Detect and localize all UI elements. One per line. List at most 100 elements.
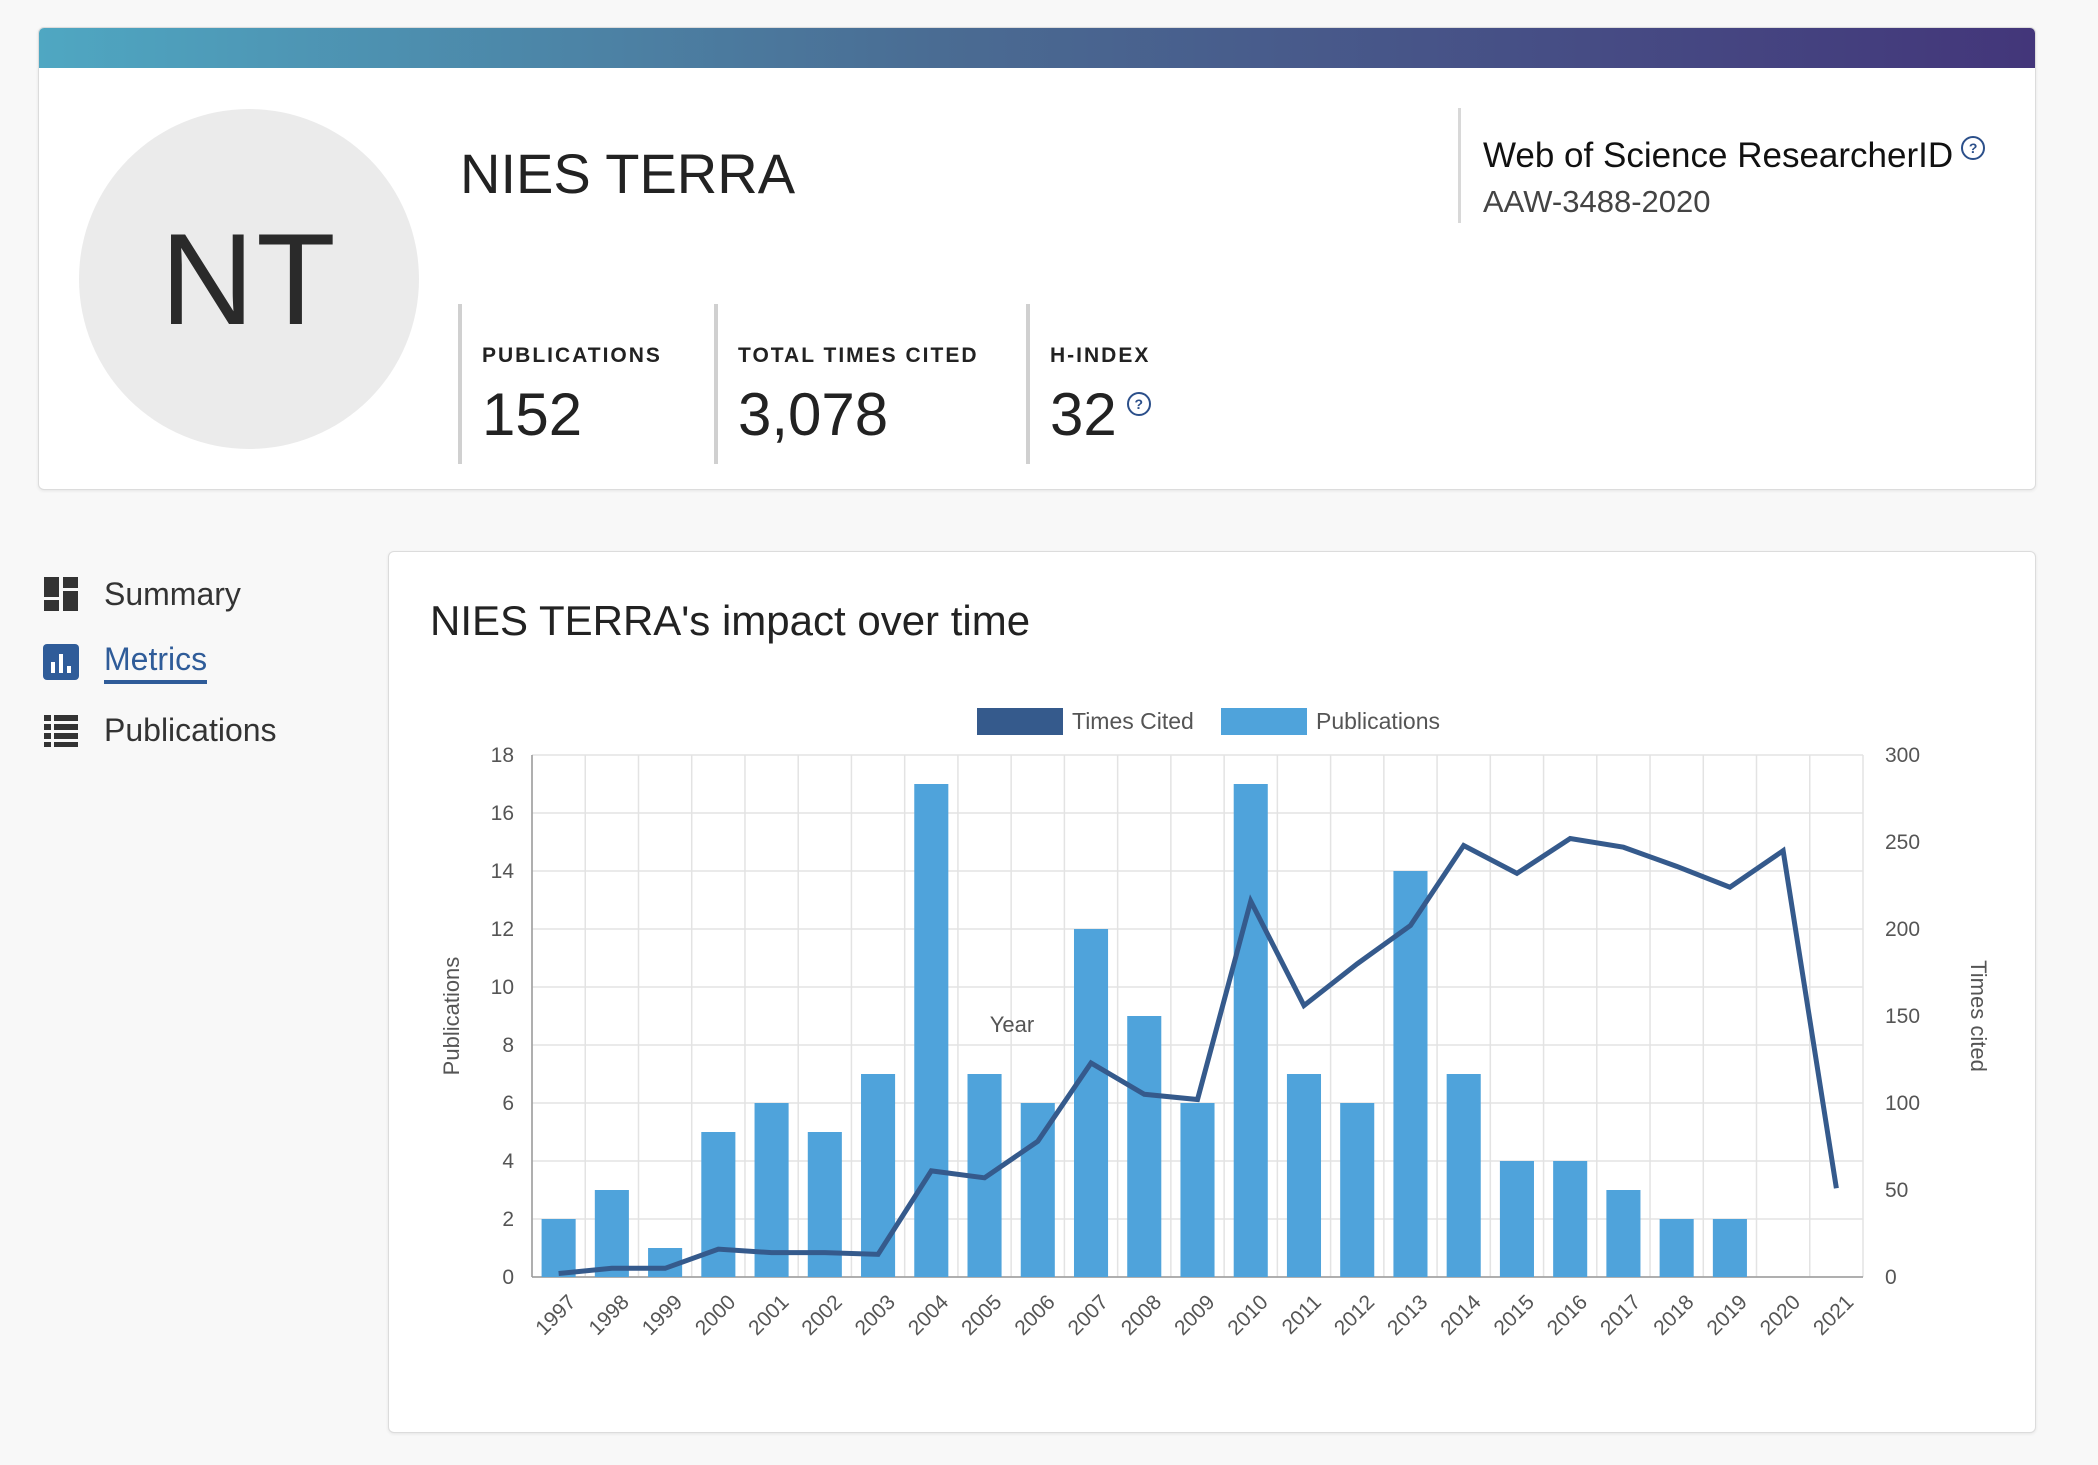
avatar: NT	[79, 109, 419, 449]
y2-tick-label: 150	[1885, 1005, 1920, 1028]
x-tick-label: 2006	[1010, 1291, 1059, 1340]
x-tick-label: 2012	[1330, 1291, 1379, 1340]
y-tick-label: 10	[491, 976, 514, 999]
x-tick-label: 2008	[1117, 1291, 1166, 1340]
bar-publications	[754, 1103, 789, 1277]
metric-h-index: H-INDEX 32 ?	[1026, 304, 1151, 464]
x-tick-label: 2013	[1383, 1291, 1432, 1340]
nav-item-label: Publications	[104, 711, 277, 748]
researcher-id-value: AAW-3488-2020	[1483, 184, 1711, 219]
y-tick-label: 14	[491, 860, 515, 883]
legend-swatch-times-cited	[977, 708, 1063, 735]
list-icon	[44, 715, 78, 747]
x-tick-label: 2011	[1278, 1291, 1326, 1339]
side-nav: Summary Metrics Publications	[42, 560, 277, 764]
bar-chart-icon	[43, 644, 79, 680]
metric-value: 32	[1050, 381, 1117, 448]
researcher-name: NIES TERRA	[460, 142, 796, 205]
x-tick-label: 1999	[638, 1291, 687, 1340]
bar-publications	[1340, 1103, 1375, 1277]
bar-publications	[1499, 1161, 1534, 1277]
y-tick-label: 6	[502, 1092, 514, 1115]
chart-card: NIES TERRA's impact over time 0 2 4 6 8 10 12 1…	[388, 551, 2036, 1433]
researcher-id-label: Web of Science ResearcherID	[1483, 136, 1954, 175]
y-tick-label: 4	[502, 1150, 514, 1173]
y2-tick-label: 250	[1885, 831, 1920, 854]
metric-label: H-INDEX	[1050, 344, 1151, 367]
x-tick-label: 2018	[1649, 1291, 1698, 1340]
x-tick-label: 2002	[797, 1291, 846, 1340]
bar-publications	[541, 1219, 576, 1277]
x-tick-label: 2015	[1490, 1291, 1539, 1340]
bar-publications	[1180, 1103, 1215, 1277]
y2-axis-title: Times cited	[1966, 960, 1991, 1072]
bar-publications	[1606, 1190, 1641, 1277]
y2-tick-label: 200	[1885, 918, 1920, 941]
bar-publications	[1127, 1016, 1162, 1277]
researcher-id-block: Web of Science ResearcherID ? AAW-3488-2…	[1458, 108, 1986, 223]
avatar-initials: NT	[160, 206, 338, 352]
bar-publications	[1553, 1161, 1588, 1277]
x-tick-label: 2020	[1756, 1291, 1805, 1340]
x-tick-label: 2021	[1809, 1291, 1858, 1340]
metric-label: PUBLICATIONS	[482, 344, 662, 367]
y2-tick-label: 100	[1885, 1092, 1920, 1115]
x-tick-label: 2017	[1596, 1291, 1645, 1340]
legend-swatch-publications	[1221, 708, 1307, 735]
bar-publications	[861, 1074, 896, 1277]
bar-publications	[1659, 1219, 1694, 1277]
x-tick-label: 1997	[531, 1291, 580, 1340]
nav-item-label: Summary	[104, 575, 241, 612]
x-tick-label: 2003	[851, 1291, 900, 1340]
header-gradient-bar	[39, 28, 2035, 68]
x-tick-label: 2009	[1170, 1291, 1219, 1340]
y2-tick-label: 300	[1885, 744, 1920, 767]
profile-card: NT NIES TERRA Web of Science ResearcherI…	[38, 27, 2036, 490]
y-tick-label: 0	[502, 1266, 514, 1289]
x-tick-label: 2014	[1436, 1290, 1486, 1340]
nav-item-label: Metrics	[104, 641, 208, 684]
metric-label: TOTAL TIMES CITED	[738, 344, 979, 367]
x-tick-label: 2007	[1064, 1291, 1113, 1340]
y-tick-label: 18	[491, 744, 514, 767]
legend-label: Times Cited	[1072, 708, 1194, 734]
help-icon[interactable]: ?	[1961, 136, 1986, 160]
bar-publications	[1233, 784, 1268, 1277]
nav-item-publications[interactable]: Publications	[42, 696, 277, 764]
help-icon[interactable]: ?	[1126, 392, 1151, 416]
chart-title: NIES TERRA's impact over time	[430, 597, 1031, 644]
bar-publications	[1073, 929, 1109, 1277]
metric-times-cited: TOTAL TIMES CITED 3,078	[714, 304, 979, 464]
bar-publications	[914, 784, 949, 1277]
x-tick-label: 2000	[691, 1291, 740, 1340]
metric-publications: PUBLICATIONS 152	[458, 304, 662, 464]
x-tick-label: 2001	[744, 1291, 793, 1340]
bar-publications	[1393, 871, 1428, 1277]
dashboard-icon	[44, 577, 78, 611]
nav-item-summary[interactable]: Summary	[42, 560, 277, 628]
y-axis-title: Publications	[439, 957, 464, 1076]
y2-tick-label: 50	[1885, 1179, 1908, 1202]
metric-value: 152	[482, 381, 583, 448]
bar-publications	[1446, 1074, 1481, 1277]
x-tick-label: 1998	[584, 1291, 633, 1340]
y-tick-label: 16	[491, 802, 514, 825]
y-tick-label: 8	[502, 1034, 514, 1057]
x-tick-label: 2010	[1223, 1291, 1272, 1340]
y-tick-label: 12	[491, 918, 514, 941]
metric-value: 3,078	[738, 381, 889, 448]
bar-publications	[594, 1190, 629, 1277]
bar-publications	[1020, 1103, 1055, 1277]
bar-publications	[1286, 1074, 1322, 1277]
x-tick-label: 2005	[957, 1291, 1006, 1340]
bar-publications	[1712, 1219, 1747, 1277]
nav-item-metrics[interactable]: Metrics	[42, 628, 277, 696]
x-tick-label: 2004	[904, 1290, 954, 1340]
x-tick-label: 2016	[1543, 1291, 1592, 1340]
legend-label: Publications	[1316, 708, 1440, 734]
x-tick-label: 2019	[1703, 1291, 1752, 1340]
line-times-cited	[558, 835, 1839, 1277]
x-axis-title: Year	[990, 1012, 1034, 1037]
y2-tick-label: 0	[1885, 1266, 1897, 1289]
